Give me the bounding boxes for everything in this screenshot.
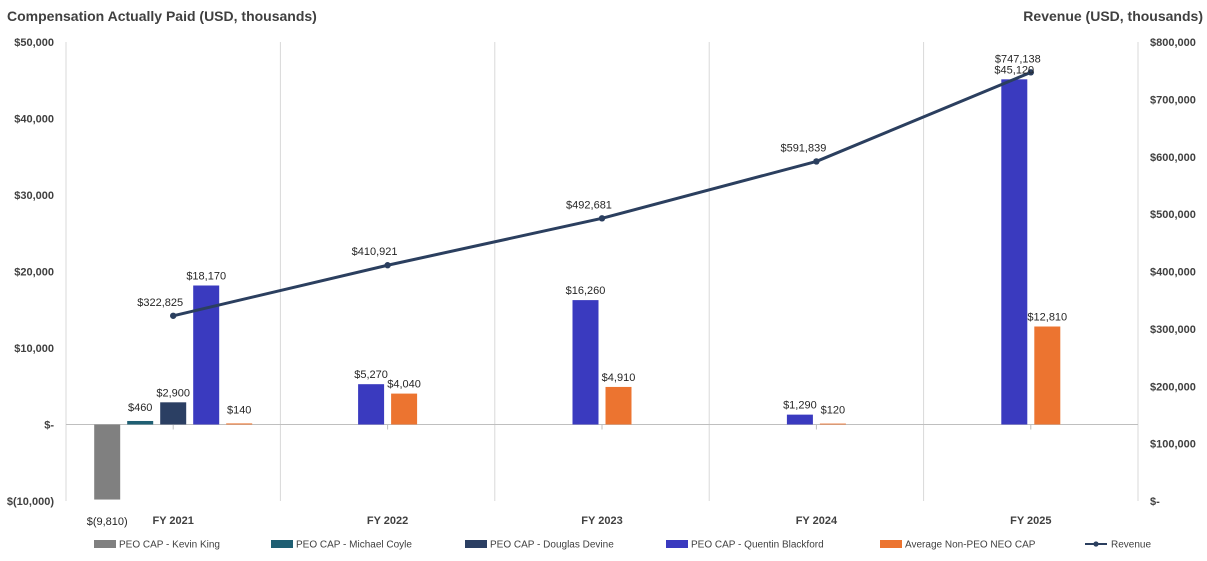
bar-data-label: $12,810 [1027,312,1067,324]
revenue-line-series [170,69,1035,319]
right-axis-tick-label: $400,000 [1150,267,1196,279]
bar-data-label: $140 [227,404,251,416]
legend-label: PEO CAP - Quentin Blackford [691,540,824,551]
bar-data-label: $4,040 [387,379,421,391]
bar-data-label: $18,170 [186,270,226,282]
bar [1034,326,1061,425]
bar-data-label: $5,270 [354,369,388,381]
left-axis-tick-label: $20,000 [14,267,54,279]
bar [786,414,813,425]
category-label: FY 2023 [581,515,622,527]
bar-data-label: $(9,810) [87,516,128,528]
revenue-point [598,215,606,222]
bar [160,402,187,425]
revenue-data-label: $322,825 [137,297,183,309]
revenue-data-label: $747,138 [995,53,1041,65]
left-axis: $(10,000) $- $10,000 $20,000 $30,000 $40,000 $… [7,37,54,508]
bar [819,423,846,425]
legend-marker [1093,541,1099,547]
gridlines [65,42,1139,501]
legend-label: PEO CAP - Michael Coyle [296,540,412,551]
left-axis-tick-label: $30,000 [14,190,54,202]
legend-swatch [271,540,293,548]
revenue-point [1027,69,1035,76]
category-axis: FY 2021 FY 2022 FY 2023 FY 2024 FY 2025 [153,515,1052,527]
right-axis-tick-label: $700,000 [1150,94,1196,106]
right-axis-tick-label: $- [1150,496,1160,508]
category-label: FY 2025 [1010,515,1051,527]
revenue-point [813,158,820,165]
legend-swatch [880,540,902,548]
legend-swatch [666,540,688,548]
right-axis-tick-label: $600,000 [1150,152,1196,164]
bar [605,386,632,425]
bar-data-label: $4,910 [602,372,636,384]
legend-label: PEO CAP - Kevin King [119,540,220,551]
right-axis: $- $100,000 $200,000 $300,000 $400,000 $500,0… [1150,37,1196,508]
left-axis-title: Compensation Actually Paid (USD, thousan… [7,8,317,24]
legend-swatch [94,540,116,548]
bar-series [94,79,1061,500]
left-axis-tick-label: $50,000 [14,37,54,49]
bar-data-label: $45,120 [994,64,1034,76]
left-axis-tick-label: $- [44,420,54,432]
bar-data-label: $16,260 [566,285,606,297]
right-axis-title: Revenue (USD, thousands) [1023,8,1203,24]
revenue-point [384,262,391,269]
left-axis-tick-label: $10,000 [14,343,54,355]
right-axis-tick-label: $200,000 [1150,381,1196,393]
revenue-data-label: $410,921 [352,246,398,258]
legend-label: Average Non-PEO NEO CAP [905,540,1036,551]
bar [391,393,418,425]
right-axis-tick-label: $100,000 [1150,439,1196,451]
bar-data-label: $1,290 [783,400,817,412]
legend: PEO CAP - Kevin King PEO CAP - Michael Co… [94,540,1151,551]
bar-data-label: $120 [821,405,845,417]
left-axis-tick-label: $(10,000) [7,496,54,508]
bar [572,300,599,425]
category-label: FY 2022 [367,515,408,527]
revenue-data-label: $591,839 [780,142,826,154]
category-label: FY 2021 [153,515,194,527]
right-axis-tick-label: $300,000 [1150,324,1196,336]
bar [226,423,253,425]
left-axis-tick-label: $40,000 [14,114,54,126]
data-labels: $(9,810) $460 $2,900 $18,170 $140 $5,270$4,04… [87,53,1067,528]
bar [358,384,385,425]
right-axis-tick-label: $800,000 [1150,37,1196,49]
category-label: FY 2024 [796,515,838,527]
bar [127,420,154,425]
legend-swatch [465,540,487,548]
revenue-data-label: $492,681 [566,199,612,211]
legend-label: PEO CAP - Douglas Devine [490,540,614,551]
right-axis-tick-label: $500,000 [1150,209,1196,221]
revenue-line [172,70,1032,318]
legend-label: Revenue [1111,540,1151,551]
revenue-point [170,312,177,319]
bar-data-label: $2,900 [156,387,190,399]
bar [1001,79,1028,425]
bar [94,424,121,500]
bar-data-label: $460 [128,402,152,414]
